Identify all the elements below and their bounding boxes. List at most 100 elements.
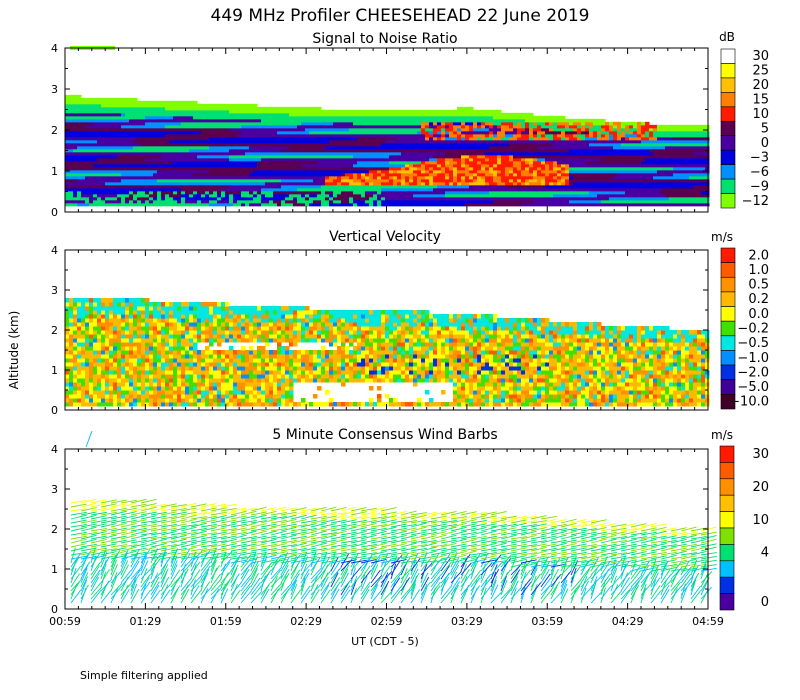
snr-cell (445, 175, 450, 180)
snr-cell (577, 157, 582, 162)
snr-cell (501, 151, 506, 156)
snr-cell (113, 151, 118, 156)
snr-cell (425, 127, 430, 132)
snr-cell (81, 148, 86, 153)
snr-cell (169, 127, 174, 132)
snr-cell (421, 142, 426, 147)
snr-cell (349, 190, 354, 195)
snr-cell (361, 157, 366, 162)
snr-cell (305, 145, 310, 150)
snr-cell (69, 160, 74, 165)
snr-cell (173, 124, 178, 129)
snr-cell (157, 166, 162, 171)
snr-cell (321, 130, 326, 135)
snr-cell (545, 127, 550, 132)
snr-cell (477, 166, 482, 171)
snr-cell (277, 133, 282, 138)
snr-cell (349, 118, 354, 123)
snr-cell (317, 199, 322, 204)
snr-cell (649, 169, 654, 174)
snr-cell (477, 187, 482, 192)
snr-cell (677, 142, 682, 147)
snr-cell (93, 136, 98, 141)
snr-cell (401, 160, 406, 165)
snr-cell (561, 133, 566, 138)
snr-cell (477, 184, 482, 189)
snr-cell (473, 184, 478, 189)
snr-cell (349, 127, 354, 132)
snr-cell (77, 106, 82, 111)
snr-cell (153, 106, 158, 111)
snr-cell (265, 178, 270, 183)
snr-cell (133, 103, 138, 108)
snr-cell (433, 145, 438, 150)
snr-cell (217, 115, 222, 120)
snr-cell (325, 124, 330, 129)
snr-cell (101, 193, 106, 198)
snr-cell (469, 160, 474, 165)
snr-cell (361, 196, 366, 201)
snr-cell (393, 142, 398, 147)
snr-cell (501, 130, 506, 135)
snr-cell (141, 166, 146, 171)
snr-cell (173, 109, 178, 114)
snr-cell (421, 175, 426, 180)
snr-cell (289, 130, 294, 135)
snr-cell (121, 139, 126, 144)
snr-cell (193, 130, 198, 135)
snr-cell (117, 178, 122, 183)
snr-cell (461, 133, 466, 138)
snr-cell (245, 145, 250, 150)
snr-cell (229, 124, 234, 129)
snr-cell (669, 139, 674, 144)
snr-cell (377, 118, 382, 123)
snr-cell (501, 157, 506, 162)
snr-cell (633, 172, 638, 177)
snr-cell (317, 175, 322, 180)
snr-cell (141, 142, 146, 147)
snr-cell (477, 124, 482, 129)
snr-cell (381, 190, 386, 195)
snr-cell (245, 184, 250, 189)
snr-cell (445, 196, 450, 201)
snr-cell (145, 169, 150, 174)
snr-cell (449, 199, 454, 204)
snr-cell (245, 190, 250, 195)
snr-cell (225, 154, 230, 159)
snr-cell (273, 193, 278, 198)
snr-cell (353, 142, 358, 147)
snr-cell (301, 181, 306, 186)
snr-cell (309, 133, 314, 138)
snr-cell (441, 109, 446, 114)
snr-cell (401, 118, 406, 123)
snr-cell (445, 130, 450, 135)
snr-cell (481, 193, 486, 198)
snr-cell (401, 157, 406, 162)
snr-cell (421, 202, 426, 207)
snr-cell (613, 193, 618, 198)
snr-cell (529, 169, 534, 174)
snr-cell (437, 118, 442, 123)
snr-cell (269, 160, 274, 165)
snr-cell (393, 112, 398, 117)
snr-cell (93, 97, 98, 102)
snr-cell (93, 115, 98, 120)
snr-cell (681, 187, 686, 192)
snr-cell (485, 133, 490, 138)
snr-cell (277, 172, 282, 177)
snr-cell (653, 172, 658, 177)
snr-cell (629, 121, 634, 126)
snr-cell (309, 160, 314, 165)
snr-cell (637, 193, 642, 198)
snr-cell (409, 121, 414, 126)
snr-cell (441, 133, 446, 138)
snr-cell (353, 127, 358, 132)
snr-cell (313, 130, 318, 135)
snr-cell (69, 109, 74, 114)
snr-cell (417, 190, 422, 195)
snr-cell (521, 130, 526, 135)
snr-cell (597, 187, 602, 192)
snr-cell (237, 130, 242, 135)
snr-cell (673, 190, 678, 195)
snr-cell (273, 157, 278, 162)
